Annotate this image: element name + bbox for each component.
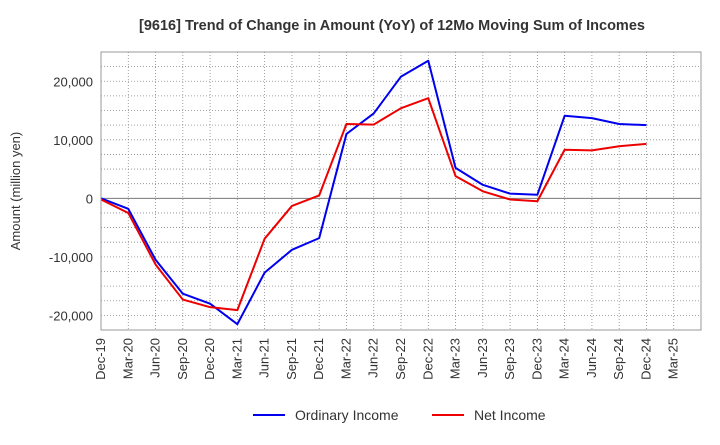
y-axis-label: Amount (million yen): [8, 132, 23, 251]
y-tick-label: 20,000: [53, 74, 93, 89]
x-tick-label: Sep-21: [284, 338, 299, 380]
x-tick-label: Dec-20: [202, 338, 217, 380]
x-tick-label: Jun-23: [475, 338, 490, 378]
y-tick-label: 0: [86, 191, 93, 206]
x-tick-label: Sep-23: [502, 338, 517, 380]
series-line-net-income: [100, 97, 647, 312]
x-tick-label: Sep-24: [611, 338, 626, 380]
plot-frame: [100, 51, 702, 331]
x-tick-label: Dec-22: [420, 338, 435, 380]
x-tick-label: Jun-24: [584, 338, 599, 378]
x-tick-label: Jun-21: [257, 338, 272, 378]
series-lines: [100, 59, 647, 326]
x-tick-label: Jun-22: [366, 338, 381, 378]
x-tick-label: Mar-20: [120, 338, 135, 379]
x-tick-label: Sep-20: [175, 338, 190, 380]
x-tick-label: Dec-24: [638, 338, 653, 380]
series-line-ordinary-income: [100, 59, 647, 326]
chart-title: [9616] Trend of Change in Amount (YoY) o…: [139, 18, 645, 34]
legend-label: Ordinary Income: [295, 407, 399, 423]
legend: Ordinary Income Net Income: [253, 407, 546, 423]
x-tick-label: Mar-22: [338, 338, 353, 379]
y-tick-label: -10,000: [49, 250, 93, 265]
legend-label: Net Income: [474, 407, 546, 423]
x-tick-label: Dec-23: [529, 338, 544, 380]
x-tick-labels: Dec-19 Mar-20 Jun-20 Sep-20 Dec-20 Mar-21 Jun-…: [93, 338, 681, 380]
x-tick-label: Dec-19: [93, 338, 108, 380]
x-tick-label: Jun-20: [148, 338, 163, 378]
x-tick-label: Mar-25: [666, 338, 681, 379]
y-tick-label: 10,000: [53, 133, 93, 148]
y-tick-label: -20,000: [49, 308, 93, 323]
x-tick-label: Mar-21: [229, 338, 244, 379]
grid-lines: [101, 52, 701, 330]
x-tick-label: Mar-24: [557, 338, 572, 379]
y-tick-labels: -20,000 -10,000 0 10,000 20,000: [49, 74, 93, 323]
x-tick-label: Sep-22: [393, 338, 408, 380]
x-tick-label: Mar-23: [448, 338, 463, 379]
x-tick-label: Dec-21: [311, 338, 326, 380]
